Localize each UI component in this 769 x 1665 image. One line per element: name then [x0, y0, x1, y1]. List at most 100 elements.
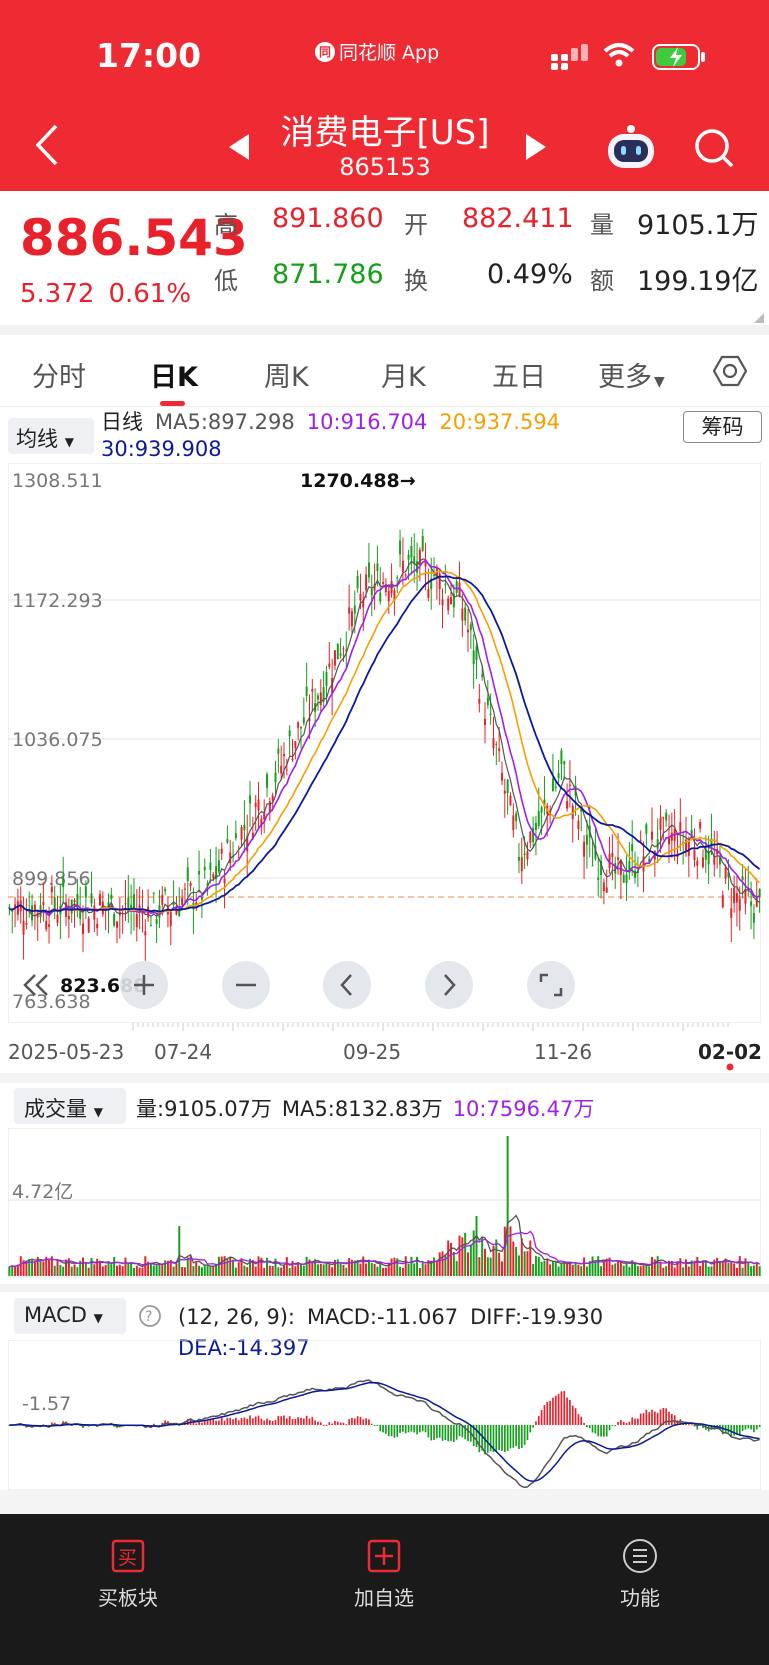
volume-bar	[107, 1261, 110, 1276]
volume-bar	[110, 1264, 113, 1276]
macd-histogram-bar	[447, 1425, 450, 1442]
candle-body	[67, 915, 70, 920]
scroll-right-button[interactable]	[425, 961, 473, 1009]
volume-bar	[147, 1261, 150, 1276]
zoom-in-button[interactable]	[120, 961, 168, 1009]
macd-histogram-bar	[263, 1420, 266, 1425]
macd-histogram-bar	[356, 1416, 359, 1425]
volume-bar	[158, 1262, 161, 1276]
macd-histogram-bar	[51, 1422, 53, 1425]
macd-histogram-bar	[387, 1425, 390, 1437]
x-label-3: 11-26	[534, 1040, 592, 1064]
candle-body	[31, 905, 34, 921]
volume-bar	[580, 1266, 583, 1276]
macd-histogram-bar	[520, 1425, 523, 1449]
volume-bar	[90, 1258, 93, 1276]
volume-bar	[716, 1257, 719, 1276]
candle-body	[396, 577, 399, 579]
macd-histogram-bar	[209, 1419, 212, 1425]
macd-histogram-bar	[232, 1419, 234, 1425]
volume-bar	[266, 1257, 269, 1276]
ma-select-label: 均线	[16, 427, 58, 451]
volume-bar	[65, 1259, 68, 1276]
macd-histogram-bar	[569, 1400, 571, 1425]
add-watchlist-button[interactable]: 加自选	[314, 1526, 454, 1611]
volume-bar	[566, 1263, 569, 1276]
macd-histogram-bar	[243, 1417, 246, 1425]
macd-histogram-bar	[637, 1418, 639, 1425]
help-icon[interactable]: ?	[138, 1304, 162, 1328]
macd-histogram-bar	[540, 1410, 543, 1425]
tab-daily-k[interactable]: 日K	[150, 362, 198, 393]
diff-value: DIFF:-19.930	[470, 1305, 604, 1329]
candle-body	[254, 802, 257, 807]
candle-body	[8, 907, 11, 909]
candle-body	[356, 576, 359, 589]
indicator-select-ma[interactable]: 均线 ▼	[8, 418, 94, 454]
candle-body	[450, 597, 453, 605]
volume-chart[interactable]: 4.72亿	[8, 1128, 761, 1278]
scroll-left-button[interactable]	[323, 961, 371, 1009]
volume-bar	[48, 1259, 51, 1276]
volume-ma5-line	[9, 1214, 760, 1268]
candle-body	[557, 773, 560, 779]
candle-body	[79, 909, 82, 919]
tab-more[interactable]: 更多 ▼	[598, 355, 665, 394]
candle-body	[399, 540, 402, 555]
tab-weekly-k[interactable]: 周K	[264, 362, 309, 393]
volume-bar	[673, 1267, 676, 1276]
y-tick-1: 1172.293	[12, 590, 103, 612]
next-stock-arrow[interactable]	[522, 132, 550, 162]
macd-histogram-bar	[317, 1421, 319, 1425]
macd-histogram-bar	[631, 1417, 634, 1425]
volume-bar	[481, 1236, 484, 1276]
volume-bar	[19, 1256, 22, 1276]
candle-body	[33, 904, 36, 910]
macd-histogram-bar	[246, 1418, 249, 1425]
function-button[interactable]: 功能	[570, 1526, 710, 1611]
buy-sector-button[interactable]: 买 买板块	[58, 1526, 198, 1611]
candle-body	[127, 897, 130, 913]
chip-distribution-button[interactable]: 筹码	[683, 411, 762, 443]
robot-assistant-icon[interactable]	[605, 124, 657, 172]
search-icon[interactable]	[692, 126, 736, 170]
zoom-out-button[interactable]	[222, 961, 270, 1009]
candle-body	[651, 831, 654, 840]
prev-stock-arrow[interactable]	[225, 132, 253, 162]
volume-bar	[226, 1259, 229, 1276]
tab-five-day[interactable]: 五日	[492, 362, 546, 393]
candle-body	[277, 748, 280, 754]
macd-histogram-bar	[461, 1425, 464, 1438]
indicator-select-macd[interactable]: MACD ▼	[14, 1298, 126, 1334]
macd-histogram-bar	[489, 1425, 492, 1452]
volume-bar	[653, 1259, 656, 1276]
candle-body	[410, 546, 413, 558]
macd-histogram-bar	[404, 1425, 407, 1434]
volume-bar	[585, 1266, 588, 1276]
macd-histogram-bar	[696, 1425, 699, 1430]
candle-body	[283, 754, 285, 757]
candle-body	[48, 924, 51, 927]
candle-body	[481, 674, 484, 677]
macd-histogram-bar	[257, 1415, 260, 1425]
fullscreen-button[interactable]	[527, 961, 575, 1009]
settings-hexagon-icon[interactable]	[713, 354, 747, 388]
volume-bar	[529, 1240, 532, 1276]
candlestick-chart[interactable]: 1308.511 1172.293 1036.075 899.856 763.6…	[8, 463, 761, 1023]
back-button[interactable]	[30, 120, 64, 170]
macd-histogram-bar	[283, 1415, 285, 1425]
volume-bar	[33, 1261, 36, 1276]
candle-body	[384, 584, 387, 593]
candle-body	[718, 856, 721, 865]
volume-bar	[339, 1262, 342, 1276]
candle-body	[421, 535, 424, 551]
macd-histogram-bar	[297, 1417, 300, 1425]
macd-histogram-bar	[390, 1425, 393, 1437]
volume-bar	[404, 1256, 407, 1276]
scroll-left-fast-button[interactable]	[12, 961, 60, 1009]
macd-histogram-bar	[753, 1425, 755, 1433]
tab-monthly-k[interactable]: 月K	[381, 362, 426, 393]
macd-chart[interactable]: -1.57	[8, 1340, 761, 1490]
indicator-select-volume[interactable]: 成交量 ▼	[14, 1088, 126, 1124]
tab-intraday[interactable]: 分时	[32, 362, 86, 393]
